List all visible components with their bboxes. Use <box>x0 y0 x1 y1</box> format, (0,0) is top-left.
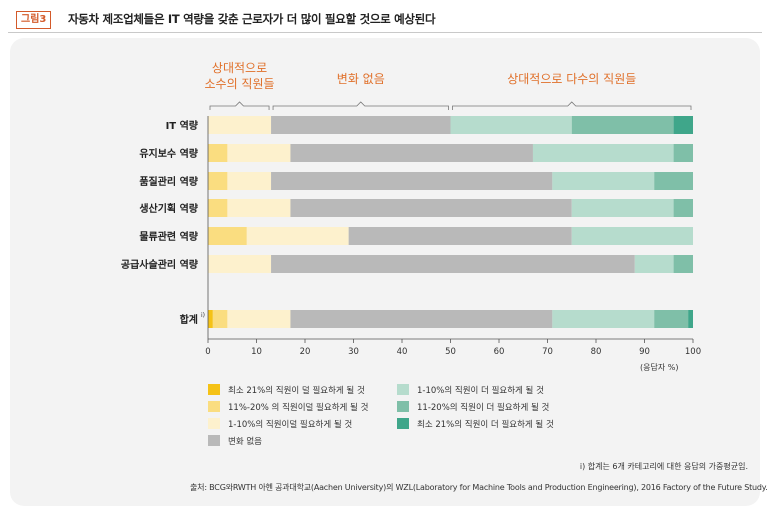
x-tick-label: 80 <box>591 347 602 357</box>
legend-item: 11%-20% 의 직원이덜 필요하게 될 것 <box>208 401 368 413</box>
x-tick-label: 30 <box>348 347 359 357</box>
legend-label: 11-20%의 직원이 더 필요하게 될 것 <box>417 403 550 413</box>
x-tick-label: 70 <box>542 347 553 357</box>
bar-segment <box>532 144 674 162</box>
x-tick-label: 20 <box>300 347 311 357</box>
bar-segment <box>634 255 674 273</box>
category-label: 생산기획 역량 <box>139 202 198 215</box>
x-tick-label: 0 <box>205 347 210 357</box>
legend-label: 최소 21%의 직원이 덜 필요하게 될 것 <box>228 386 365 396</box>
group-label: 변화 없음 <box>337 72 385 86</box>
legend-swatch <box>208 435 220 446</box>
bar-segment <box>208 172 228 190</box>
bar-segment <box>227 144 291 162</box>
legend-swatch <box>208 401 220 412</box>
legend-label: 11%-20% 의 직원이덜 필요하게 될 것 <box>228 403 369 413</box>
group-bracket <box>209 101 270 110</box>
legend-label: 1-10%의 직원이덜 필요하게 될 것 <box>228 420 353 430</box>
bar-segment <box>208 116 272 134</box>
bar-segment <box>290 310 553 328</box>
x-tick-label: 90 <box>639 347 650 357</box>
legend-swatch <box>208 384 220 395</box>
category-label: 물류관련 역량 <box>139 230 198 243</box>
bar-segment <box>571 116 674 134</box>
legend-item: 변화 없음 <box>208 435 262 447</box>
bar-segment <box>673 199 693 217</box>
category-note-mark: i) <box>201 312 205 319</box>
bar-segment <box>208 199 228 217</box>
bar-segment <box>450 116 572 134</box>
bar-segment <box>271 172 553 190</box>
legend-item: 1-10%의 직원이 더 필요하게 될 것 <box>397 384 544 396</box>
bar-segment <box>290 199 572 217</box>
category-label: IT 역량 <box>166 119 199 132</box>
bar-segment <box>227 199 291 217</box>
x-tick-label: 40 <box>397 347 408 357</box>
footnote: i) 합계는 6개 카테고리에 대한 응답의 가중평균임. <box>579 462 748 471</box>
bar-segment <box>271 255 635 273</box>
group-label: 소수의 직원들 <box>204 77 274 91</box>
group-bracket <box>272 101 449 110</box>
source-note: 출처: BCG와RWTH 아헨 공과대학교(Aachen University)… <box>190 483 768 492</box>
category-label: 유지보수 역량 <box>139 147 198 160</box>
x-tick-label: 10 <box>251 347 262 357</box>
bar-segment <box>290 144 533 162</box>
bar-segment <box>571 199 674 217</box>
bar-segment <box>348 227 572 245</box>
legend-label: 최소 21%의 직원이 더 필요하게 될 것 <box>417 420 554 430</box>
bar-segment <box>208 310 213 328</box>
bar-segment <box>212 310 228 328</box>
bar-segment <box>227 310 291 328</box>
bar-segment <box>552 172 655 190</box>
category-label: 합계 <box>180 313 198 326</box>
legend-swatch <box>397 384 409 395</box>
legend-item: 11-20%의 직원이 더 필요하게 될 것 <box>397 401 549 413</box>
figure-title: 자동차 제조업체들은 IT 역량을 갖춘 근로자가 더 많이 필요할 것으로 예… <box>68 12 436 26</box>
bar-segment <box>654 172 693 190</box>
bar-segment <box>571 227 693 245</box>
bar-segment <box>208 227 247 245</box>
legend-label: 변화 없음 <box>228 437 262 447</box>
legend-label: 1-10%의 직원이 더 필요하게 될 것 <box>417 386 544 396</box>
legend-swatch <box>397 401 409 412</box>
bar-segment <box>227 172 272 190</box>
x-tick-label: 50 <box>445 347 456 357</box>
legend-swatch <box>397 418 409 429</box>
bar-segment <box>246 227 349 245</box>
x-axis-unit-label: (응답자 %) <box>640 363 679 372</box>
legend-item: 1-10%의 직원이덜 필요하게 될 것 <box>208 418 352 430</box>
figure-badge: 그림3 <box>16 11 52 29</box>
bar-segment <box>552 310 655 328</box>
bar-segment <box>271 116 451 134</box>
legend-item: 최소 21%의 직원이 더 필요하게 될 것 <box>397 418 554 430</box>
bar-segment <box>673 144 693 162</box>
bar-segment <box>208 255 272 273</box>
bar-segment <box>688 310 693 328</box>
bar-segment <box>673 116 693 134</box>
figure-header: 그림3 자동차 제조업체들은 IT 역량을 갖춘 근로자가 더 많이 필요할 것… <box>8 6 762 33</box>
legend-swatch <box>208 418 220 429</box>
bar-segment <box>654 310 689 328</box>
legend-item: 최소 21%의 직원이 덜 필요하게 될 것 <box>208 384 365 396</box>
group-bracket <box>452 101 692 110</box>
group-label: 상대적으로 <box>212 61 267 75</box>
bar-segment <box>673 255 693 273</box>
x-tick-label: 60 <box>494 347 505 357</box>
category-label: 공급사슬관리 역량 <box>121 258 199 271</box>
bar-segment <box>208 144 228 162</box>
x-tick-label: 100 <box>685 347 701 357</box>
category-label: 품질관리 역량 <box>139 175 198 188</box>
group-label: 상대적으로 다수의 직원들 <box>507 72 636 86</box>
